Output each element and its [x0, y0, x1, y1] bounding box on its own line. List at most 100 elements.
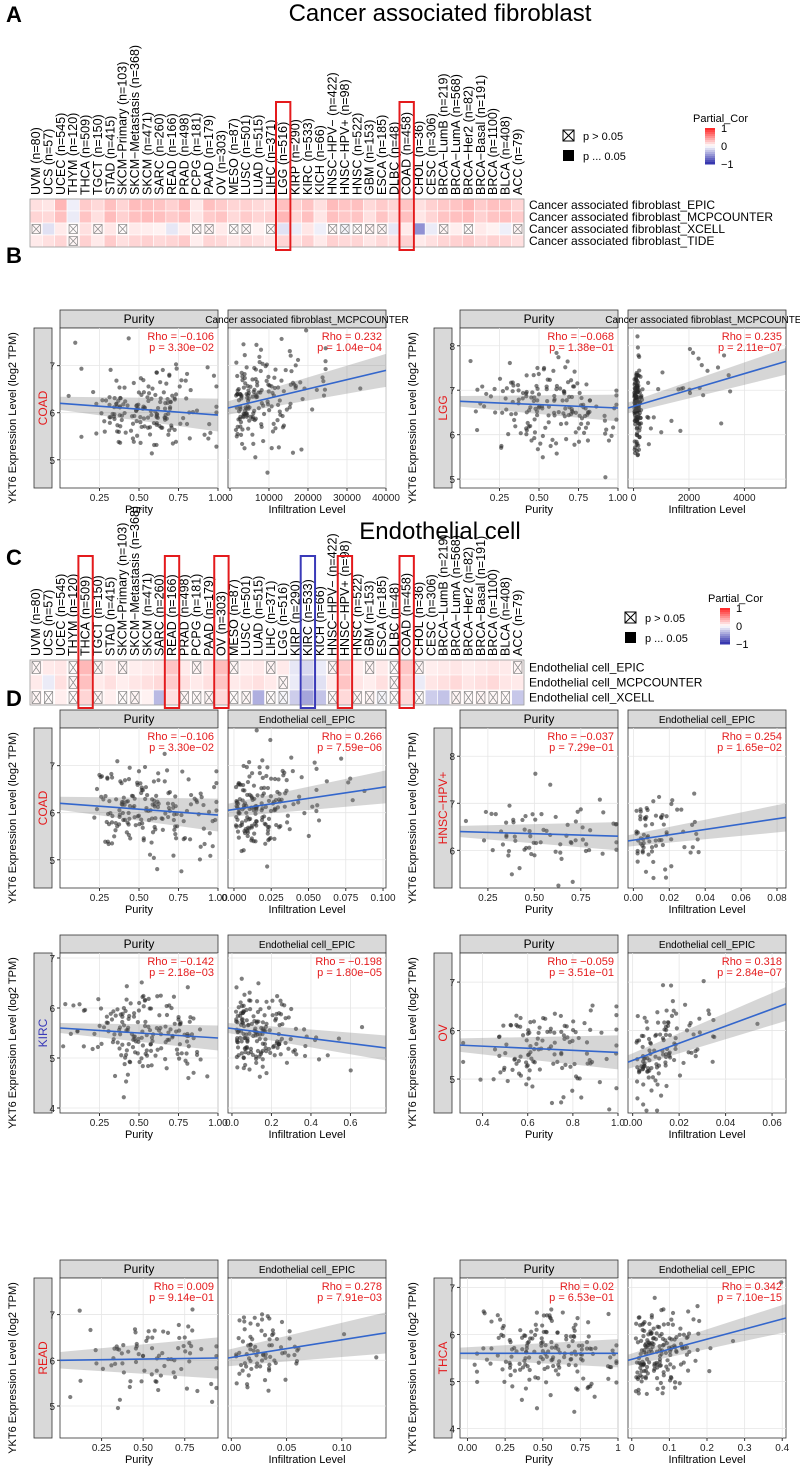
- heatmap-cell: [350, 234, 364, 248]
- data-point: [150, 797, 155, 802]
- data-point: [348, 1068, 353, 1073]
- data-point: [663, 867, 668, 872]
- data-point: [555, 1059, 560, 1064]
- data-point: [507, 360, 512, 366]
- data-point: [285, 813, 290, 818]
- data-point: [527, 1355, 532, 1360]
- x-tick-label: 0.02: [669, 1118, 689, 1129]
- data-point: [505, 1078, 510, 1084]
- heatmap-cell: [363, 674, 377, 691]
- data-point: [524, 1082, 529, 1087]
- data-point: [584, 1340, 590, 1345]
- ns-cross: [389, 661, 399, 674]
- data-point: [635, 1013, 640, 1019]
- data-point: [245, 395, 250, 400]
- data-point: [633, 422, 638, 427]
- data-point: [242, 1319, 247, 1324]
- data-point: [635, 859, 640, 864]
- data-point: [245, 779, 251, 785]
- y-axis-label: YKT6 Expression Level (log2 TPM): [7, 732, 19, 904]
- ns-cross: [68, 236, 78, 246]
- x-tick-label: 0.04: [716, 1118, 736, 1129]
- data-point: [481, 1346, 486, 1351]
- data-point: [164, 768, 170, 773]
- data-point: [158, 399, 163, 405]
- highlight-box-red: [163, 555, 181, 709]
- data-point: [602, 418, 608, 423]
- ns-box: [192, 661, 202, 674]
- data-point: [682, 844, 687, 850]
- data-point: [236, 1005, 241, 1010]
- ns-box: [328, 224, 338, 234]
- ns-box: [500, 691, 510, 704]
- heatmap-cell: [276, 659, 290, 676]
- data-point: [674, 1335, 679, 1340]
- data-point: [493, 812, 498, 817]
- data-point: [523, 1356, 528, 1361]
- data-point: [132, 1011, 137, 1016]
- data-point: [115, 1405, 121, 1411]
- column-label: SARC (n=260): [153, 574, 167, 656]
- data-point: [121, 817, 126, 823]
- x-tick-label: 0.10: [332, 1443, 352, 1454]
- data-point: [102, 429, 107, 434]
- data-point: [79, 434, 84, 439]
- data-point: [257, 1032, 263, 1037]
- data-point: [256, 406, 261, 411]
- data-point: [136, 769, 142, 774]
- x-tick-label: 0.4: [775, 1443, 789, 1454]
- column-label: HNSC−HPV+ (n=98): [338, 79, 352, 195]
- data-point: [690, 822, 695, 827]
- data-point: [240, 1368, 245, 1373]
- data-point: [533, 1375, 538, 1380]
- data-point: [139, 1379, 144, 1384]
- data-point: [497, 1034, 502, 1039]
- data-point: [68, 1031, 73, 1036]
- data-point: [608, 1364, 614, 1370]
- data-point: [265, 831, 270, 836]
- data-point: [278, 1345, 284, 1350]
- fit-line: [627, 1003, 787, 1063]
- data-point: [251, 441, 256, 446]
- data-point: [247, 1031, 252, 1036]
- data-point: [584, 1346, 590, 1351]
- fit-line: [627, 816, 787, 842]
- data-point: [587, 398, 593, 403]
- data-point: [556, 355, 561, 360]
- rho-text: Rho = 0.009: [154, 1281, 214, 1293]
- data-point: [527, 1068, 532, 1073]
- data-point: [132, 815, 137, 820]
- fit-line: [459, 1044, 619, 1054]
- data-point: [581, 430, 587, 436]
- column-label: CHOL (n=36): [412, 121, 426, 195]
- fit-line: [227, 1027, 387, 1049]
- ns-cross: [204, 691, 214, 704]
- heatmap-cell: [42, 234, 55, 248]
- y-tick-label: 7: [49, 762, 55, 773]
- x-axis-label: Infiltration Level: [268, 1454, 345, 1466]
- data-point: [275, 1045, 280, 1050]
- data-point: [239, 1051, 244, 1056]
- data-point: [236, 835, 241, 840]
- data-point: [242, 1361, 248, 1366]
- ns-box: [130, 691, 140, 704]
- data-point: [119, 1053, 124, 1058]
- data-point: [585, 421, 591, 426]
- data-point: [188, 802, 194, 807]
- data-point: [166, 432, 171, 437]
- data-point: [651, 1326, 656, 1331]
- data-point: [162, 779, 167, 784]
- data-point: [108, 1011, 113, 1016]
- ns-box: [352, 224, 362, 234]
- data-point: [641, 1102, 646, 1107]
- data-point: [162, 415, 167, 420]
- data-point: [152, 1328, 157, 1333]
- data-point: [131, 439, 136, 444]
- data-point: [645, 1357, 650, 1362]
- data-point: [123, 1008, 128, 1014]
- data-point: [269, 1343, 274, 1348]
- data-point: [115, 759, 120, 764]
- y-tick-label: 6: [449, 1027, 455, 1038]
- heatmap-cell: [116, 234, 130, 248]
- data-point: [283, 1016, 288, 1021]
